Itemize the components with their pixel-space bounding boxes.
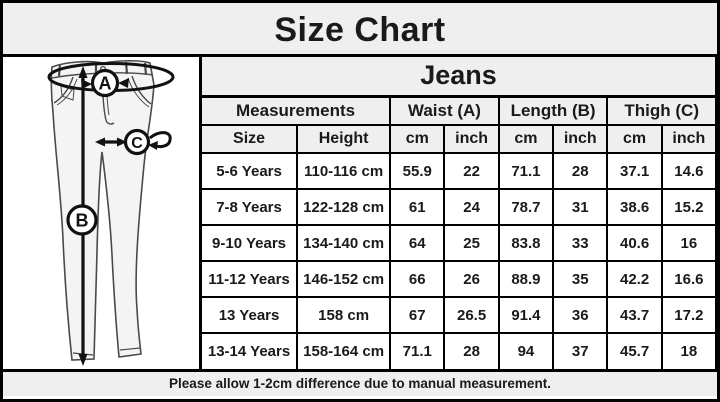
size-table-container: Jeans Measurements Waist (A) Length (B) … — [202, 57, 717, 369]
cell-waist-cm: 66 — [389, 260, 446, 298]
cell-length-inch: 31 — [552, 188, 609, 226]
cell-waist-inch: 26.5 — [443, 296, 500, 334]
cell-height: 110-116 cm — [296, 152, 392, 190]
cell-length-inch: 37 — [552, 332, 609, 369]
cell-thigh-inch: 15.2 — [660, 188, 717, 226]
cell-thigh-inch: 16.6 — [660, 260, 717, 298]
cell-length-cm: 71.1 — [497, 152, 555, 190]
table-row: 11-12 Years 146-152 cm 66 26 88.9 35 42.… — [202, 260, 717, 298]
label-b-circle — [66, 204, 98, 236]
cell-thigh-inch: 14.6 — [660, 152, 717, 190]
subheader-thigh-inch: inch — [660, 124, 717, 154]
cell-waist-cm: 71.1 — [389, 332, 446, 369]
header-length: Length (B) — [497, 95, 609, 126]
cell-length-inch: 36 — [552, 296, 609, 334]
subheader-length-cm: cm — [497, 124, 555, 154]
right-pocket — [131, 75, 152, 105]
table-row: 13-14 Years 158-164 cm 71.1 28 94 37 45.… — [202, 332, 717, 369]
cell-thigh-inch: 16 — [660, 224, 717, 262]
table-title: Jeans — [202, 57, 717, 98]
cell-thigh-cm: 37.1 — [606, 152, 663, 190]
cell-length-cm: 88.9 — [497, 260, 555, 298]
measurement-disclaimer: Please allow 1-2cm difference due to man… — [3, 369, 717, 396]
cell-height: 122-128 cm — [296, 188, 392, 226]
cell-length-cm: 83.8 — [497, 224, 555, 262]
table-row: 7-8 Years 122-128 cm 61 24 78.7 31 38.6 … — [202, 188, 717, 226]
thigh-arrow-left — [95, 137, 105, 147]
cell-length-cm: 78.7 — [497, 188, 555, 226]
label-c: C — [131, 135, 143, 152]
table-title-row: Jeans — [202, 57, 717, 98]
table-row: 5-6 Years 110-116 cm 55.9 22 71.1 28 37.… — [202, 152, 717, 190]
length-arrow-bottom — [78, 354, 88, 366]
main-area: A B C — [3, 57, 717, 369]
cell-length-inch: 33 — [552, 224, 609, 262]
jeans-measurement-diagram: A B C — [3, 57, 202, 369]
label-a: A — [99, 74, 112, 94]
jeans-illustration: A B C — [47, 59, 175, 366]
cell-thigh-cm: 38.6 — [606, 188, 663, 226]
right-pocket-stitch — [127, 77, 150, 108]
cell-waist-cm: 67 — [389, 296, 446, 334]
table-row: 13 Years 158 cm 67 26.5 91.4 36 43.7 17.… — [202, 296, 717, 334]
jeans-outline — [50, 59, 155, 361]
cell-thigh-cm: 45.7 — [606, 332, 663, 369]
cell-waist-cm: 55.9 — [389, 152, 446, 190]
cell-height: 146-152 cm — [296, 260, 392, 298]
cell-height: 134-140 cm — [296, 224, 392, 262]
header-measurements: Measurements — [202, 95, 392, 126]
thigh-measure-loop — [149, 131, 172, 149]
subheader-size: Size — [202, 124, 299, 154]
cell-thigh-cm: 40.6 — [606, 224, 663, 262]
cell-size: 9-10 Years — [202, 224, 299, 262]
cell-size: 13 Years — [202, 296, 299, 334]
left-pocket-stitch — [56, 78, 78, 106]
thigh-loop-arrow — [148, 141, 158, 150]
subheader-waist-cm: cm — [389, 124, 446, 154]
table-sub-header-row: Size Height cm inch cm inch cm inch — [202, 124, 717, 154]
cell-waist-inch: 26 — [443, 260, 500, 298]
cell-waist-inch: 24 — [443, 188, 500, 226]
length-arrow-top — [78, 66, 88, 78]
header-waist: Waist (A) — [389, 95, 500, 126]
cell-waist-cm: 64 — [389, 224, 446, 262]
label-c-circle — [123, 128, 151, 156]
cell-thigh-inch: 17.2 — [660, 296, 717, 334]
cell-length-inch: 35 — [552, 260, 609, 298]
cell-waist-cm: 61 — [389, 188, 446, 226]
cell-size: 7-8 Years — [202, 188, 299, 226]
subheader-height: Height — [296, 124, 392, 154]
cell-waist-inch: 25 — [443, 224, 500, 262]
table-group-header-row: Measurements Waist (A) Length (B) Thigh … — [202, 95, 717, 126]
cell-waist-inch: 22 — [443, 152, 500, 190]
subheader-length-inch: inch — [552, 124, 609, 154]
cell-size: 13-14 Years — [202, 332, 299, 369]
thigh-arrow-right — [117, 137, 127, 147]
cell-size: 11-12 Years — [202, 260, 299, 298]
cell-thigh-inch: 18 — [660, 332, 717, 369]
size-table: Jeans Measurements Waist (A) Length (B) … — [202, 57, 717, 369]
cell-length-cm: 91.4 — [497, 296, 555, 334]
cell-waist-inch: 28 — [443, 332, 500, 369]
cell-height: 158-164 cm — [296, 332, 392, 369]
waist-arrow-right — [118, 78, 129, 88]
label-a-circle — [90, 68, 120, 98]
left-pocket — [53, 76, 74, 104]
cell-length-inch: 28 — [552, 152, 609, 190]
cell-height: 158 cm — [296, 296, 392, 334]
coin-pocket — [60, 85, 75, 101]
subheader-waist-inch: inch — [443, 124, 500, 154]
label-b: B — [76, 211, 89, 231]
header-thigh: Thigh (C) — [606, 95, 717, 126]
cell-size: 5-6 Years — [202, 152, 299, 190]
cell-length-cm: 94 — [497, 332, 555, 369]
table-row: 9-10 Years 134-140 cm 64 25 83.8 33 40.6… — [202, 224, 717, 262]
cell-thigh-cm: 43.7 — [606, 296, 663, 334]
page-title: Size Chart — [3, 3, 717, 57]
subheader-thigh-cm: cm — [606, 124, 663, 154]
cell-thigh-cm: 42.2 — [606, 260, 663, 298]
